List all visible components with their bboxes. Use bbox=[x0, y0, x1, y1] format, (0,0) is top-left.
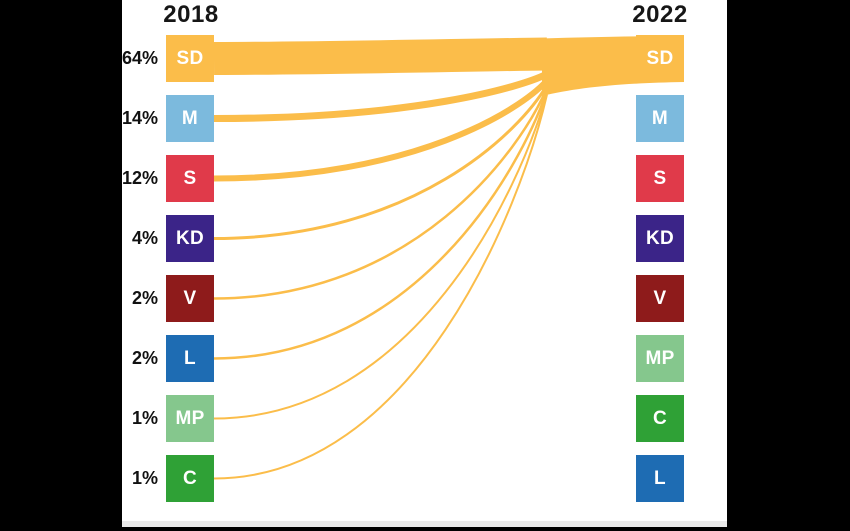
pct-label-SD: 64% bbox=[121, 48, 158, 68]
pct-label-KD: 4% bbox=[131, 228, 158, 248]
flow-L-to-SD bbox=[213, 89, 549, 360]
flow-KD-to-SD bbox=[213, 84, 549, 240]
node-SD-2022: SD bbox=[636, 35, 684, 82]
pct-label-M: 14% bbox=[121, 108, 158, 128]
column-title-2018: 2018 bbox=[163, 1, 219, 28]
node-MP-2022: MP bbox=[636, 335, 684, 382]
pct-label-C: 1% bbox=[131, 468, 158, 488]
node-C-2022: C bbox=[636, 395, 684, 442]
flow-M-to-SD bbox=[213, 70, 549, 122]
node-L-2022: L bbox=[636, 455, 684, 502]
node-V-2022: V bbox=[636, 275, 684, 322]
node-S-2018: S bbox=[166, 155, 214, 202]
pct-label-S: 12% bbox=[121, 168, 158, 188]
node-M-2022: M bbox=[636, 95, 684, 142]
pct-label-L: 2% bbox=[131, 348, 158, 368]
flow-S-to-SD bbox=[213, 78, 550, 182]
flow-C-to-SD bbox=[213, 94, 548, 480]
node-MP-2018: MP bbox=[166, 395, 214, 442]
node-KD-2018: KD bbox=[166, 215, 214, 262]
node-M-2018: M bbox=[166, 95, 214, 142]
footer-strip bbox=[122, 521, 727, 527]
pct-label-MP: 1% bbox=[131, 408, 158, 428]
node-L-2018: L bbox=[166, 335, 214, 382]
chart-canvas: 2018 2022 64% SD 14% M 12% S 4% KD 2% V 2% L 1% MP 1% C… bbox=[122, 0, 727, 527]
column-title-2022: 2022 bbox=[632, 1, 688, 28]
flow-SD-to-SD bbox=[213, 37, 548, 75]
pct-label-V: 2% bbox=[131, 288, 158, 308]
flow-MP-to-SD bbox=[213, 92, 548, 420]
flow-V-to-SD bbox=[213, 87, 549, 300]
node-S-2022: S bbox=[636, 155, 684, 202]
node-SD-2018: SD bbox=[166, 35, 214, 82]
node-KD-2022: KD bbox=[636, 215, 684, 262]
node-C-2018: C bbox=[166, 455, 214, 502]
node-V-2018: V bbox=[166, 275, 214, 322]
